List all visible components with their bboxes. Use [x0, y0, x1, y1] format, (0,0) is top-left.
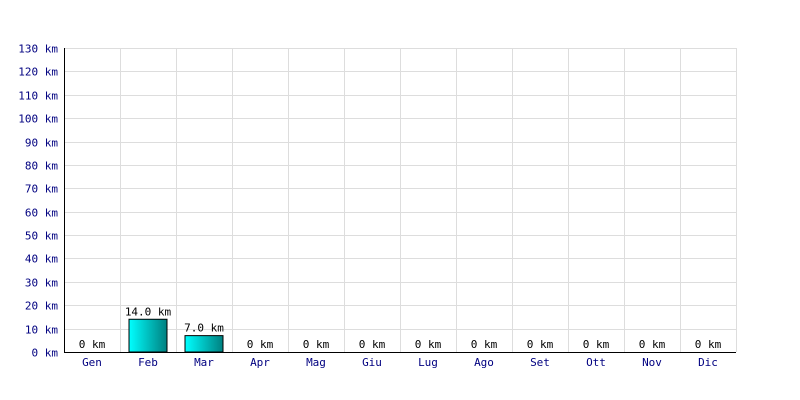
category-label-feb: Feb	[138, 356, 158, 369]
y-tick-label: 70 km	[25, 183, 58, 196]
x-axis-categories: Gen Feb Mar Apr Mag Giu Lug Ago Set Ott Nov Dic	[82, 356, 718, 369]
category-label-gen: Gen	[82, 356, 102, 369]
y-tick-label: 60 km	[25, 207, 58, 220]
category-label-mag: Mag	[306, 356, 326, 369]
data-label-ott: 0 km	[583, 338, 610, 351]
category-label-apr: Apr	[250, 356, 270, 369]
y-tick-label: 0 km	[32, 347, 59, 360]
axes	[64, 48, 736, 353]
category-label-nov: Nov	[642, 356, 662, 369]
data-labels: 0 km 14.0 km 7.0 km 0 km 0 km 0 km 0 km 0 km 0 k…	[79, 305, 722, 351]
data-label-mag: 0 km	[303, 338, 330, 351]
grid	[64, 48, 737, 352]
data-label-apr: 0 km	[247, 338, 274, 351]
y-tick-label: 50 km	[25, 230, 58, 243]
y-tick-label: 40 km	[25, 253, 58, 266]
category-label-ott: Ott	[586, 356, 606, 369]
y-axis-ticks: 0 km 10 km 20 km 30 km 40 km 50 km 60 km 70 km 8…	[18, 43, 58, 360]
y-tick-label: 10 km	[25, 324, 58, 337]
data-label-giu: 0 km	[359, 338, 386, 351]
category-label-ago: Ago	[474, 356, 494, 369]
data-label-ago: 0 km	[471, 338, 498, 351]
category-label-set: Set	[530, 356, 550, 369]
data-label-set: 0 km	[527, 338, 554, 351]
y-tick-label: 130 km	[18, 43, 58, 56]
bar-mar	[184, 335, 224, 353]
data-label-dic: 0 km	[695, 338, 722, 351]
data-label-mar: 7.0 km	[184, 322, 224, 335]
y-tick-label: 110 km	[18, 90, 58, 103]
data-label-lug: 0 km	[415, 338, 442, 351]
y-tick-label: 30 km	[25, 277, 58, 290]
y-tick-label: 90 km	[25, 137, 58, 150]
category-label-lug: Lug	[418, 356, 438, 369]
y-tick-label: 80 km	[25, 160, 58, 173]
bar-feb	[128, 318, 168, 353]
data-label-gen: 0 km	[79, 338, 106, 351]
y-tick-label: 20 km	[25, 300, 58, 313]
data-label-feb: 14.0 km	[125, 305, 172, 318]
y-tick-label: 120 km	[18, 66, 58, 79]
category-label-giu: Giu	[362, 356, 382, 369]
category-label-mar: Mar	[194, 356, 214, 369]
y-tick-label: 100 km	[18, 113, 58, 126]
category-label-dic: Dic	[698, 356, 718, 369]
bars	[128, 318, 224, 353]
data-label-nov: 0 km	[639, 338, 666, 351]
